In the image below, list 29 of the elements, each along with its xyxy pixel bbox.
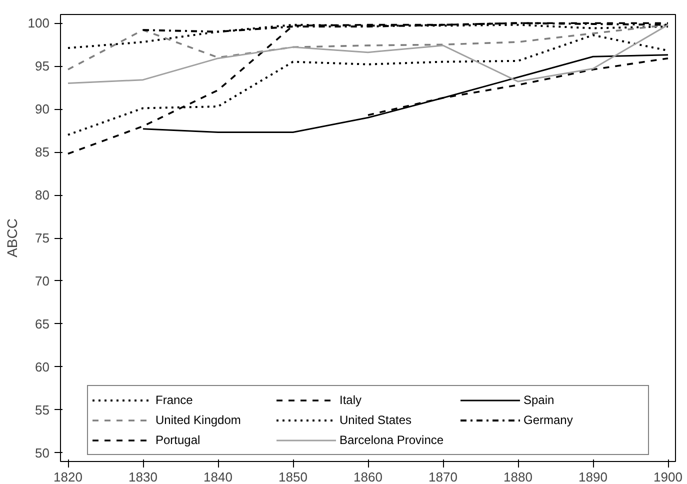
x-tick-label: 1900 (654, 470, 682, 484)
y-tick-label: 55 (35, 402, 50, 418)
x-tick-label: 1870 (428, 470, 458, 484)
x-tick-label: 1850 (278, 470, 308, 484)
y-axis-title: ABCC (4, 218, 20, 258)
legend-label: Italy (340, 393, 363, 407)
y-tick-label: 85 (35, 144, 50, 160)
y-tick-label: 65 (35, 316, 50, 332)
legend-label: Germany (524, 413, 574, 427)
legend-label: Portugal (156, 433, 202, 447)
legend-label: United Kingdom (156, 413, 242, 427)
legend-label: United States (340, 413, 413, 427)
y-tick-label: 80 (35, 188, 50, 203)
legend-label: Barcelona Province (340, 433, 445, 447)
x-tick-label: 1880 (504, 470, 532, 484)
y-tick-label: 60 (35, 359, 50, 374)
x-tick-label: 1890 (578, 470, 608, 484)
y-tick-label: 75 (35, 230, 50, 246)
legend-label: Spain (524, 393, 556, 407)
x-tick-label: 1840 (204, 470, 232, 484)
x-tick-label: 1830 (128, 470, 158, 484)
x-tick-label: 1860 (354, 470, 382, 484)
y-tick-label: 90 (35, 102, 50, 117)
y-tick-label: 95 (35, 58, 50, 74)
y-tick-label: 50 (35, 445, 50, 460)
y-tick-label: 70 (35, 273, 50, 288)
y-tick-label: 100 (28, 16, 50, 31)
legend-label: France (156, 393, 194, 407)
x-tick-label: 1820 (54, 470, 82, 484)
